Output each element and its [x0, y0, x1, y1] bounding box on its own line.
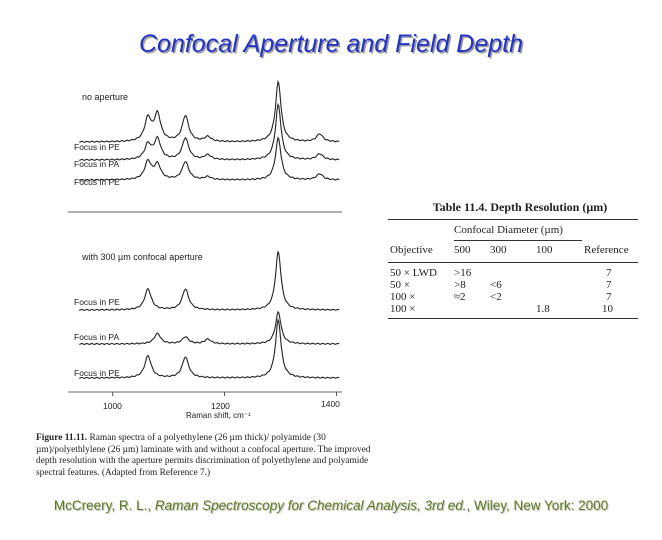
table-cell: <6	[490, 279, 502, 291]
table-cell: 50 ×	[390, 279, 410, 291]
table-row: 50 × >8 <6 7	[388, 279, 638, 291]
trace-label: Focus in PE	[74, 368, 120, 378]
spectra-plot	[68, 80, 342, 396]
panel-label-confocal: with 300 µm confocal aperture	[82, 252, 203, 262]
table-cell: 10	[602, 303, 613, 315]
table-row: 100 × ≈2 <2 7	[388, 291, 638, 303]
x-tick-label: 1400	[321, 399, 340, 409]
slide-title: Confocal Aperture and Field Depth	[138, 30, 524, 58]
table-cell: 7	[606, 279, 612, 291]
spectrum-line	[79, 318, 340, 379]
table-cell: >8	[454, 279, 466, 291]
x-tick-label: 1000	[103, 401, 122, 411]
table-header-cell: Reference	[584, 244, 629, 256]
trace-label: Focus in PE	[74, 177, 120, 187]
table-header-cell: 100	[536, 244, 553, 256]
table-cell: 100 ×	[390, 303, 416, 315]
x-tick-label: 1200	[211, 401, 230, 411]
table-cell: 7	[606, 291, 612, 303]
trace-label: Focus in PA	[74, 159, 120, 169]
table-cell: >16	[454, 267, 472, 279]
table-row: 50 × LWD >16 7	[388, 267, 638, 279]
table-cell: 7	[606, 267, 612, 279]
panel-label-no-aperture: no aperture	[82, 92, 129, 102]
table-header-rule	[388, 262, 638, 263]
table-cell: 1.8	[536, 303, 550, 315]
spectrum-line	[79, 136, 340, 181]
table-row: 100 × 1.8 10	[388, 303, 638, 315]
spectrum-line	[79, 80, 340, 143]
table-cell: ≈2	[454, 291, 466, 303]
table-bottom-rule	[388, 318, 638, 319]
raman-spectra-figure: no aperture Focus in PE Focus in PA Focu…	[60, 80, 350, 420]
citation-authors: McCreery, R. L.,	[53, 498, 155, 513]
spectrum-line	[79, 102, 340, 161]
depth-resolution-table: Table 11.4. Depth Resolution (µm) Confoc…	[388, 200, 638, 319]
caption-label: Figure 11.11.	[36, 433, 88, 443]
table-cell: 50 × LWD	[390, 267, 437, 279]
group-header-rule	[454, 240, 582, 241]
citation-publisher: , Wiley, New York: 2000	[466, 498, 609, 513]
trace-label: Focus in PA	[74, 332, 120, 342]
table-cell: <2	[490, 291, 502, 303]
table-header-cell: 500	[454, 244, 471, 256]
trace-label: Focus in PE	[74, 297, 120, 307]
citation: McCreery, R. L., Raman Spectroscopy for …	[0, 498, 662, 513]
x-axis-label: Raman shift, cm⁻¹	[186, 411, 251, 420]
figure-caption: Figure 11.11. Raman spectra of a polyeth…	[36, 433, 388, 479]
table-top-rule	[388, 219, 638, 220]
spectrum-line	[79, 310, 340, 345]
table-cell: 100 ×	[390, 291, 416, 303]
spectrum-line	[79, 250, 340, 311]
caption-text: Raman spectra of a polyethylene (26 µm t…	[36, 433, 371, 478]
table-group-header-row: Confocal Diameter (µm)	[388, 224, 638, 240]
table-header-row: Objective 500 300 100 Reference	[388, 244, 638, 262]
table-caption: Table 11.4. Depth Resolution (µm)	[432, 200, 608, 214]
citation-book-title: Raman Spectroscopy for Chemical Analysis…	[154, 498, 467, 513]
table-header-cell: Objective	[390, 244, 433, 256]
trace-label: Focus in PE	[74, 142, 120, 152]
table-group-header: Confocal Diameter (µm)	[454, 224, 563, 236]
table-header-cell: 300	[490, 244, 507, 256]
